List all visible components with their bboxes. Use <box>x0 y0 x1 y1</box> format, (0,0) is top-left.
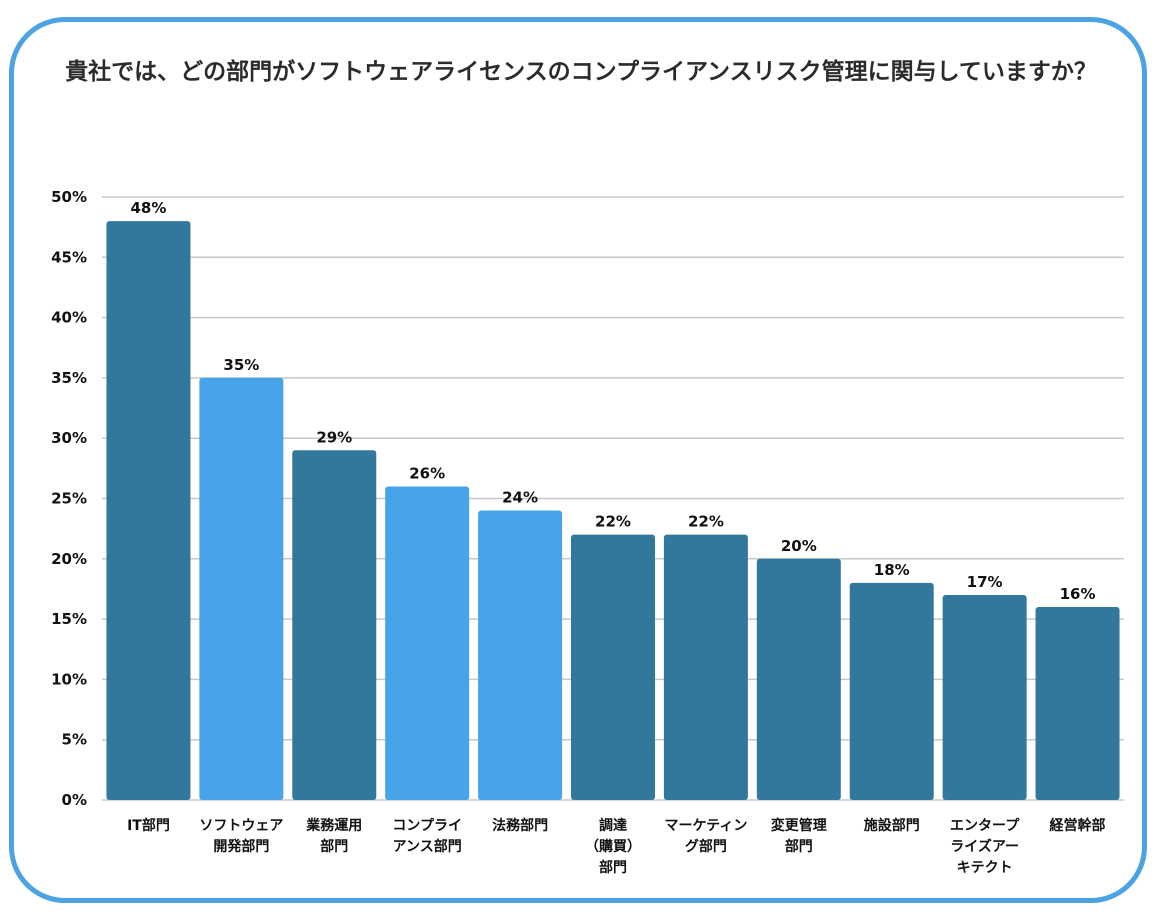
x-category-label: 部門 <box>320 838 348 855</box>
x-category-label: 開発部門 <box>213 838 269 855</box>
x-category-label: IT部門 <box>127 817 170 834</box>
data-label: 29% <box>316 428 352 446</box>
bar <box>292 450 377 800</box>
x-category-label: 経営幹部 <box>1050 817 1106 834</box>
x-category-label: エンタープ <box>950 818 1020 834</box>
x-category-label: アンス部門 <box>393 838 462 855</box>
data-label: 17% <box>967 573 1003 591</box>
data-label: 22% <box>595 513 631 531</box>
data-label: 35% <box>223 356 259 374</box>
y-tick-label: 45% <box>51 248 87 266</box>
bar <box>106 221 191 800</box>
bar <box>756 558 841 800</box>
y-tick-label: 35% <box>51 369 87 387</box>
data-label: 20% <box>781 537 817 555</box>
x-category-label: （購買） <box>585 838 641 855</box>
data-label: 18% <box>874 561 910 579</box>
x-category-label: グ部門 <box>685 838 727 855</box>
x-category-label: 業務運用 <box>305 817 362 834</box>
x-category-label: 変更管理 <box>771 817 827 834</box>
y-tick-label: 40% <box>51 309 87 327</box>
x-category-label: ライズアー <box>950 838 1019 855</box>
data-label: 16% <box>1060 585 1096 603</box>
x-category-label: 調達 <box>599 817 627 834</box>
data-label: 48% <box>131 199 167 217</box>
bar <box>571 534 655 800</box>
y-tick-label: 25% <box>51 490 87 508</box>
y-tick-label: 0% <box>62 791 87 809</box>
y-tick-label: 30% <box>51 429 87 447</box>
x-category-label: マーケティン <box>664 818 747 834</box>
chart-title: 貴社では、どの部門がソフトウェアライセンスのコンプライアンスリスク管理に関与して… <box>65 59 1097 85</box>
y-tick-label: 10% <box>51 670 87 688</box>
bar <box>1035 607 1120 800</box>
bar <box>849 582 934 800</box>
x-category-label: 部門 <box>599 859 627 876</box>
x-category-label: 施設部門 <box>864 817 920 834</box>
y-tick-label: 15% <box>51 610 87 628</box>
data-label: 24% <box>502 489 538 507</box>
x-category-label: ソフトウェア <box>199 818 283 834</box>
bar <box>942 594 1027 800</box>
x-category-label: キテクト <box>957 860 1013 876</box>
bar <box>663 534 748 800</box>
data-label: 26% <box>409 464 445 482</box>
bar <box>199 377 284 800</box>
y-tick-label: 50% <box>51 188 87 206</box>
y-tick-label: 5% <box>62 731 87 749</box>
x-category-label: コンプライ <box>392 818 462 834</box>
x-category-label: 法務部門 <box>492 817 548 834</box>
x-category-label: 部門 <box>785 838 813 855</box>
data-label: 22% <box>688 513 724 531</box>
y-tick-label: 20% <box>51 550 87 568</box>
bar <box>478 510 563 800</box>
bar <box>385 486 470 800</box>
